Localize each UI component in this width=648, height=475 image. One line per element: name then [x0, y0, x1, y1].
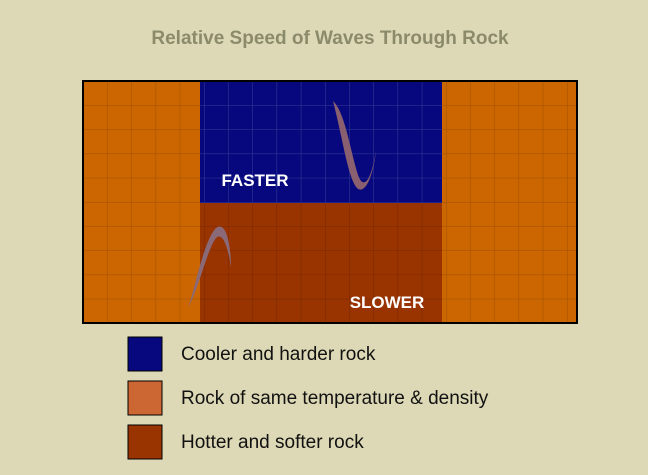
legend-swatch	[127, 336, 163, 372]
grid-blue	[200, 81, 442, 203]
legend: Cooler and harder rock Rock of same temp…	[127, 336, 489, 460]
faster-label: FASTER	[221, 171, 288, 190]
legend-swatch	[127, 380, 163, 416]
rock-diagram: FASTER SLOWER	[82, 80, 578, 324]
wave-slow	[188, 226, 231, 308]
wave-fast	[333, 101, 376, 190]
frame	[82, 80, 578, 324]
legend-label: Hotter and softer rock	[181, 432, 364, 453]
slower-label: SLOWER	[350, 293, 425, 312]
legend-label: Rock of same temperature & density	[181, 388, 489, 409]
legend-swatch	[127, 424, 163, 460]
title: Relative Speed of Waves Through Rock	[151, 28, 509, 49]
legend-label: Cooler and harder rock	[181, 344, 376, 365]
